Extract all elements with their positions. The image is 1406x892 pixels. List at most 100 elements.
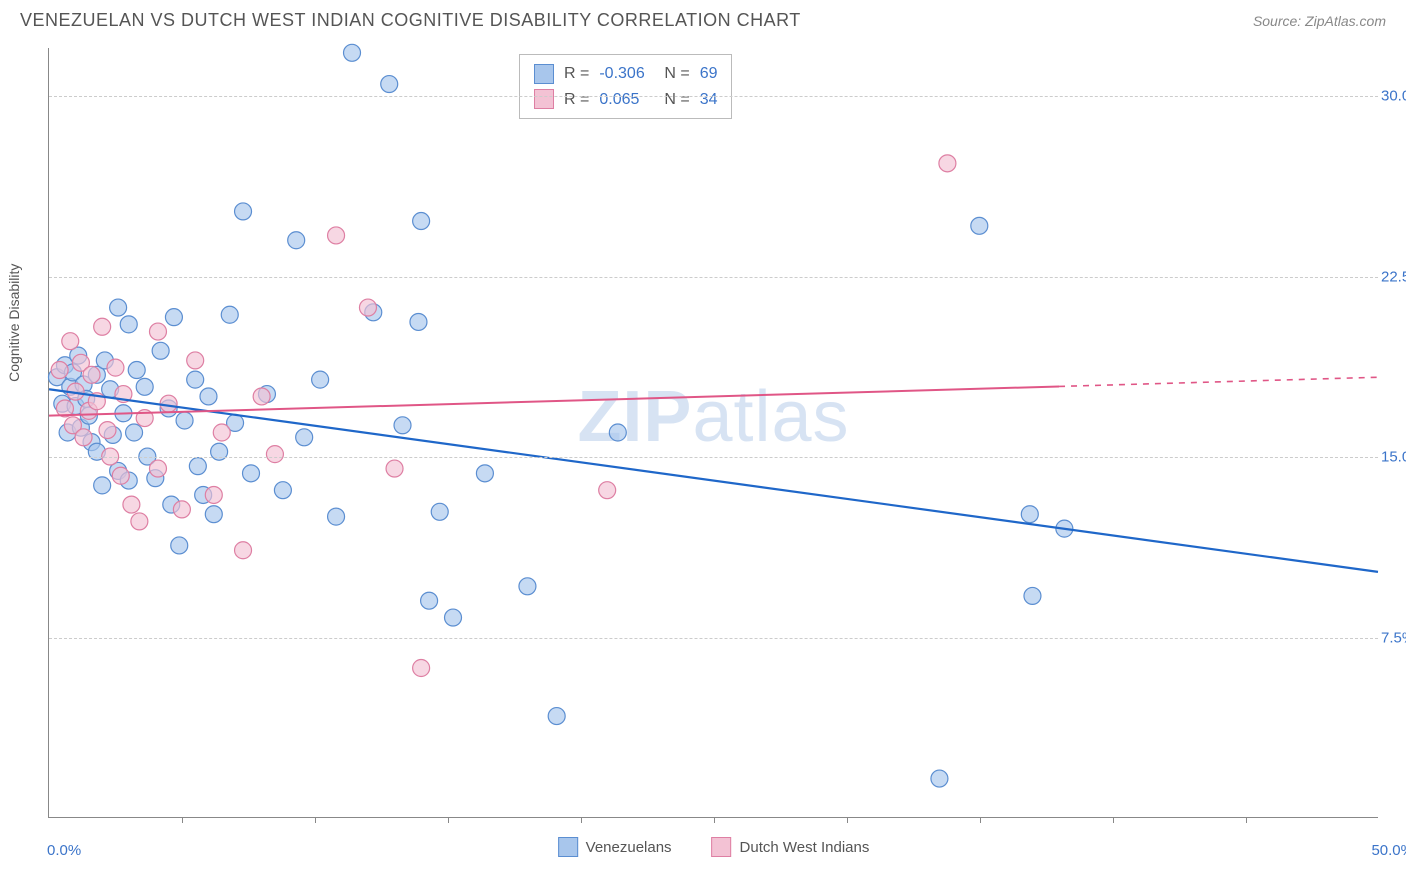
source-attribution: Source: ZipAtlas.com [1253,13,1386,29]
data-point [413,660,430,677]
x-tick [980,817,981,823]
y-axis-label: Cognitive Disability [6,263,22,381]
legend-swatch [534,89,554,109]
data-point [152,342,169,359]
data-point [123,496,140,513]
stat-r-label: R = [564,61,589,87]
data-point [205,486,222,503]
data-point [394,417,411,434]
data-point [599,482,616,499]
data-point [205,506,222,523]
chart-title: VENEZUELAN VS DUTCH WEST INDIAN COGNITIV… [20,10,801,31]
data-point [176,412,193,429]
legend-swatch [558,837,578,857]
regression-line [49,386,1059,415]
data-point [107,359,124,376]
data-point [173,501,190,518]
x-axis-max-label: 50.0% [1371,842,1406,859]
stat-n-value: 69 [700,61,718,87]
x-tick [1246,817,1247,823]
data-point [381,76,398,93]
data-point [243,465,260,482]
data-point [971,217,988,234]
scatter-svg [49,48,1378,817]
data-point [328,508,345,525]
stat-r-value: -0.306 [599,61,654,87]
data-point [171,537,188,554]
data-point [149,460,166,477]
data-point [51,362,68,379]
data-point [94,477,111,494]
legend-item: Dutch West Indians [712,837,870,857]
y-tick-label: 7.5% [1381,629,1406,646]
data-point [476,465,493,482]
data-point [235,203,252,220]
data-point [128,362,145,379]
data-point [110,299,127,316]
data-point [266,446,283,463]
regression-line-dashed [1059,377,1378,386]
stats-legend-box: R = -0.306 N = 69R = 0.065 N = 34 [519,54,732,119]
data-point [931,770,948,787]
data-point [136,378,153,395]
data-point [94,318,111,335]
data-point [386,460,403,477]
stats-row: R = 0.065 N = 34 [534,87,717,113]
stats-row: R =-0.306N =69 [534,61,717,87]
data-point [75,429,92,446]
legend-item: Venezuelans [558,837,672,857]
data-point [131,513,148,530]
stat-n-label: N = [664,87,689,113]
series-legend: Venezuelans Dutch West Indians [558,837,870,857]
data-point [213,424,230,441]
data-point [413,213,430,230]
x-tick [581,817,582,823]
data-point [519,578,536,595]
gridline [49,457,1378,458]
legend-label: Venezuelans [586,839,672,856]
data-point [274,482,291,499]
x-tick [182,817,183,823]
legend-swatch [534,64,554,84]
legend-label: Dutch West Indians [740,839,870,856]
chart-plot-area: Cognitive Disability ZIPatlas R =-0.306N… [48,48,1378,818]
data-point [359,299,376,316]
data-point [187,371,204,388]
data-point [296,429,313,446]
data-point [62,333,79,350]
data-point [1021,506,1038,523]
data-point [288,232,305,249]
data-point [235,542,252,559]
x-axis-min-label: 0.0% [47,842,81,859]
data-point [83,366,100,383]
stat-n-value: 34 [700,87,718,113]
gridline [49,638,1378,639]
data-point [939,155,956,172]
data-point [112,467,129,484]
data-point [410,313,427,330]
data-point [200,388,217,405]
stat-r-label: R = [564,87,589,113]
data-point [312,371,329,388]
data-point [253,388,270,405]
data-point [344,44,361,61]
y-tick-label: 15.0% [1381,449,1406,466]
data-point [126,424,143,441]
x-tick [847,817,848,823]
y-tick-label: 22.5% [1381,268,1406,285]
data-point [99,422,116,439]
data-point [160,395,177,412]
x-tick [315,817,316,823]
data-point [548,708,565,725]
data-point [165,309,182,326]
x-tick [448,817,449,823]
data-point [189,458,206,475]
stat-r-value: 0.065 [599,87,654,113]
data-point [445,609,462,626]
data-point [120,316,137,333]
data-point [221,306,238,323]
data-point [149,323,166,340]
data-point [328,227,345,244]
data-point [187,352,204,369]
data-point [421,592,438,609]
